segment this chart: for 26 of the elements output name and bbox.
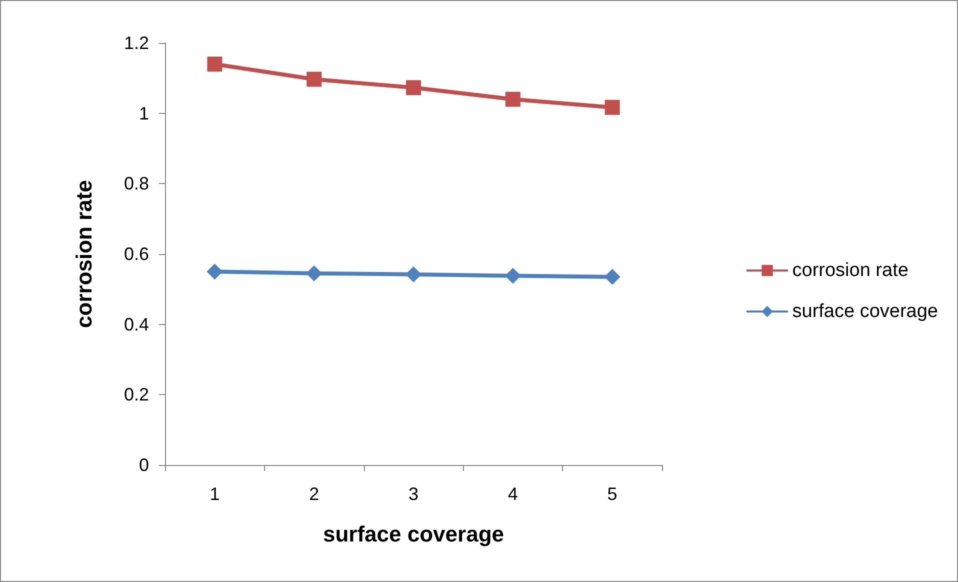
point <box>604 268 620 285</box>
y-tick-label: 1 <box>138 103 149 124</box>
legend-label: surface coverage <box>792 301 938 322</box>
point <box>504 268 521 284</box>
y-tick-label: 0 <box>138 455 149 475</box>
x-tick-label: 3 <box>408 484 419 504</box>
point <box>206 264 223 280</box>
y-axis-title: corrosion rate <box>72 180 96 328</box>
x-tick-label: 2 <box>309 484 320 504</box>
x-axis-title: surface coverage <box>323 522 504 546</box>
y-tick-label: 0.2 <box>124 384 149 405</box>
point <box>406 80 421 96</box>
point <box>306 72 322 87</box>
y-tick-label: 0.8 <box>124 174 149 194</box>
x-tick-label: 4 <box>508 484 518 504</box>
y-tick-label: 0.6 <box>124 244 149 264</box>
legend-label: corrosion rate <box>792 260 908 281</box>
point <box>207 56 222 72</box>
point <box>406 266 422 282</box>
point <box>306 265 322 282</box>
x-tick-label: 5 <box>607 484 618 504</box>
point <box>505 92 520 107</box>
y-tick-label: 1.2 <box>124 33 149 53</box>
point <box>604 100 620 115</box>
y-tick-label: 0.4 <box>124 314 149 334</box>
x-tick-label: 1 <box>210 484 220 504</box>
